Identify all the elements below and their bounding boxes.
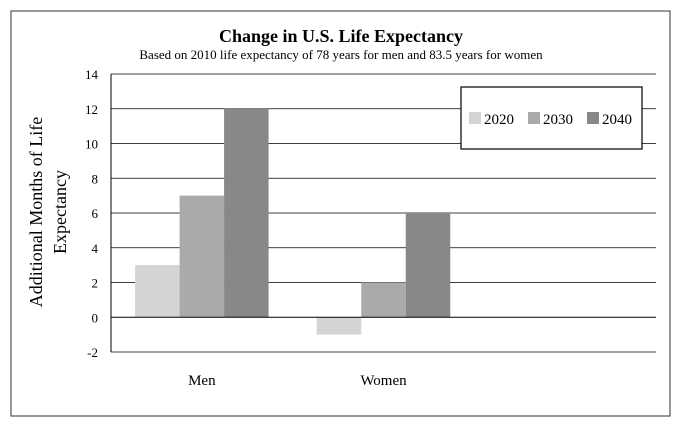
y-axis-label-line-1: Additional Months of Life xyxy=(26,117,46,307)
y-tick-labels: -2 0 2 4 6 8 10 12 14 xyxy=(85,67,99,360)
bar-women-2020 xyxy=(316,317,362,335)
bar-men-2030 xyxy=(179,195,225,318)
legend-swatch-2030 xyxy=(528,112,540,124)
chart-title: Change in U.S. Life Expectancy xyxy=(219,26,463,46)
chart-subtitle: Based on 2010 life expectancy of 78 year… xyxy=(139,47,543,62)
chart-frame xyxy=(10,10,671,417)
x-tick-label-men: Men xyxy=(188,373,216,389)
y-axis-label-line-2: Expectancy xyxy=(50,170,70,254)
y-tick-label: 6 xyxy=(92,206,99,221)
y-tick-label: 8 xyxy=(92,171,99,186)
legend: 2020 2030 2040 xyxy=(460,86,643,150)
y-tick-label: 12 xyxy=(85,102,98,117)
legend-label-2030: 2030 xyxy=(543,112,573,128)
legend-swatch-2040 xyxy=(587,112,599,124)
y-tick-label: -2 xyxy=(87,345,98,360)
legend-label-2040: 2040 xyxy=(602,112,632,128)
legend-swatch-2020 xyxy=(469,112,481,124)
y-tick-label: 0 xyxy=(92,310,99,325)
y-axis-label: Additional Months of Life Expectancy xyxy=(26,117,70,307)
x-tick-label-women: Women xyxy=(360,373,407,389)
bar-men-2020 xyxy=(135,265,180,318)
bars xyxy=(135,108,451,335)
bar-women-2030 xyxy=(361,282,406,318)
y-tick-label: 4 xyxy=(92,241,99,256)
y-tick-label: 10 xyxy=(85,137,98,152)
legend-items: 2020 2030 2040 xyxy=(469,112,632,128)
y-tick-label: 2 xyxy=(92,276,99,291)
x-tick-labels: Men Women xyxy=(188,373,407,389)
bar-men-2040 xyxy=(224,108,269,318)
y-tick-label: 14 xyxy=(85,67,99,82)
legend-box xyxy=(460,86,643,150)
legend-label-2020: 2020 xyxy=(484,112,514,128)
bar-women-2040 xyxy=(405,213,451,318)
